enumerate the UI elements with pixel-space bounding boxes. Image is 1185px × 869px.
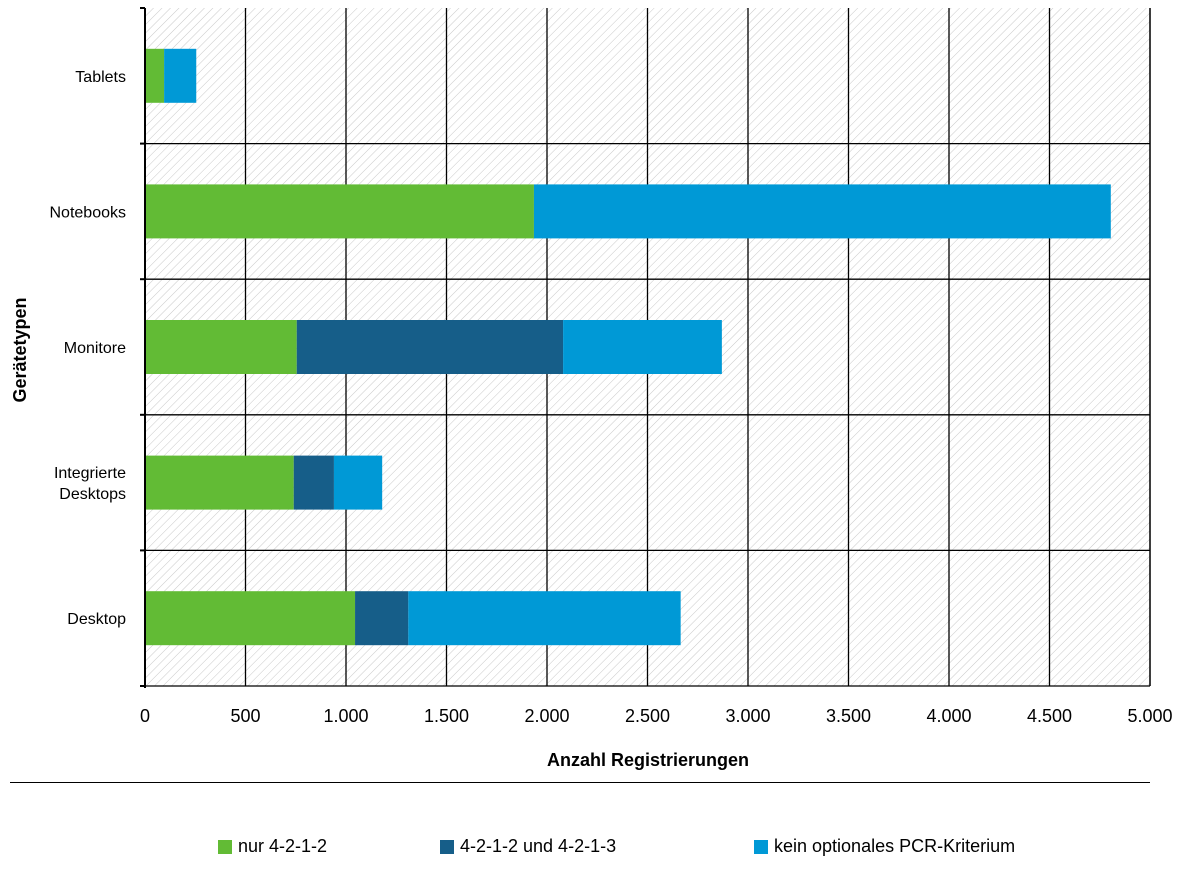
legend: nur 4-2-1-2 4-2-1-2 und 4-2-1-3 kein optio…	[0, 836, 1185, 862]
bar-segment	[145, 48, 165, 103]
y-tick-label: Tablets	[75, 69, 126, 86]
x-tick-label: 2.500	[625, 706, 670, 726]
bar-segment	[293, 455, 334, 510]
bar-segment	[164, 48, 197, 103]
bar-segment	[145, 455, 294, 510]
x-tick-label: 1.000	[323, 706, 368, 726]
y-tick-label: Monitore	[64, 340, 126, 357]
y-tick-label: Notebooks	[50, 204, 127, 221]
legend-swatch	[754, 839, 768, 854]
legend-label: kein optionales PCR-Kriterium	[774, 836, 1016, 856]
bar-segment	[296, 320, 564, 374]
x-tick-label: 4.000	[926, 706, 971, 726]
bar-segment	[333, 455, 383, 510]
bar-segment	[145, 591, 356, 646]
y-axis-title: Gerätetypen	[10, 297, 30, 402]
y-tick-label: Desktop	[67, 611, 126, 628]
y-tick-label: Integrierte	[54, 465, 126, 482]
x-tick-label: 3.500	[826, 706, 871, 726]
legend-swatch	[218, 839, 232, 854]
bar-segment	[145, 184, 534, 239]
bar-segment	[563, 320, 722, 374]
x-tick-label: 5.000	[1127, 706, 1172, 726]
bar-segment	[533, 184, 1111, 239]
legend-item: nur 4-2-1-2	[218, 836, 327, 857]
bar-segment	[145, 320, 297, 374]
legend-label: nur 4-2-1-2	[238, 836, 328, 856]
x-tick-label: 3.000	[725, 706, 770, 726]
x-tick-label: 2.000	[524, 706, 569, 726]
bar-segment	[408, 591, 681, 646]
y-tick-label: Desktops	[59, 486, 126, 503]
legend-item: 4-2-1-2 und 4-2-1-3	[440, 836, 616, 857]
legend-item: kein optionales PCR-Kriterium	[754, 836, 1015, 857]
x-tick-label: 1.500	[424, 706, 469, 726]
divider-line	[10, 782, 1150, 783]
legend-label: 4-2-1-2 und 4-2-1-3	[460, 836, 617, 856]
x-tick-label: 4.500	[1027, 706, 1072, 726]
x-tick-label: 0	[140, 706, 150, 726]
x-axis-title: Anzahl Registrierungen	[547, 750, 749, 770]
legend-swatch	[440, 839, 454, 854]
x-tick-label: 500	[230, 706, 260, 726]
bar-segment	[355, 591, 409, 646]
